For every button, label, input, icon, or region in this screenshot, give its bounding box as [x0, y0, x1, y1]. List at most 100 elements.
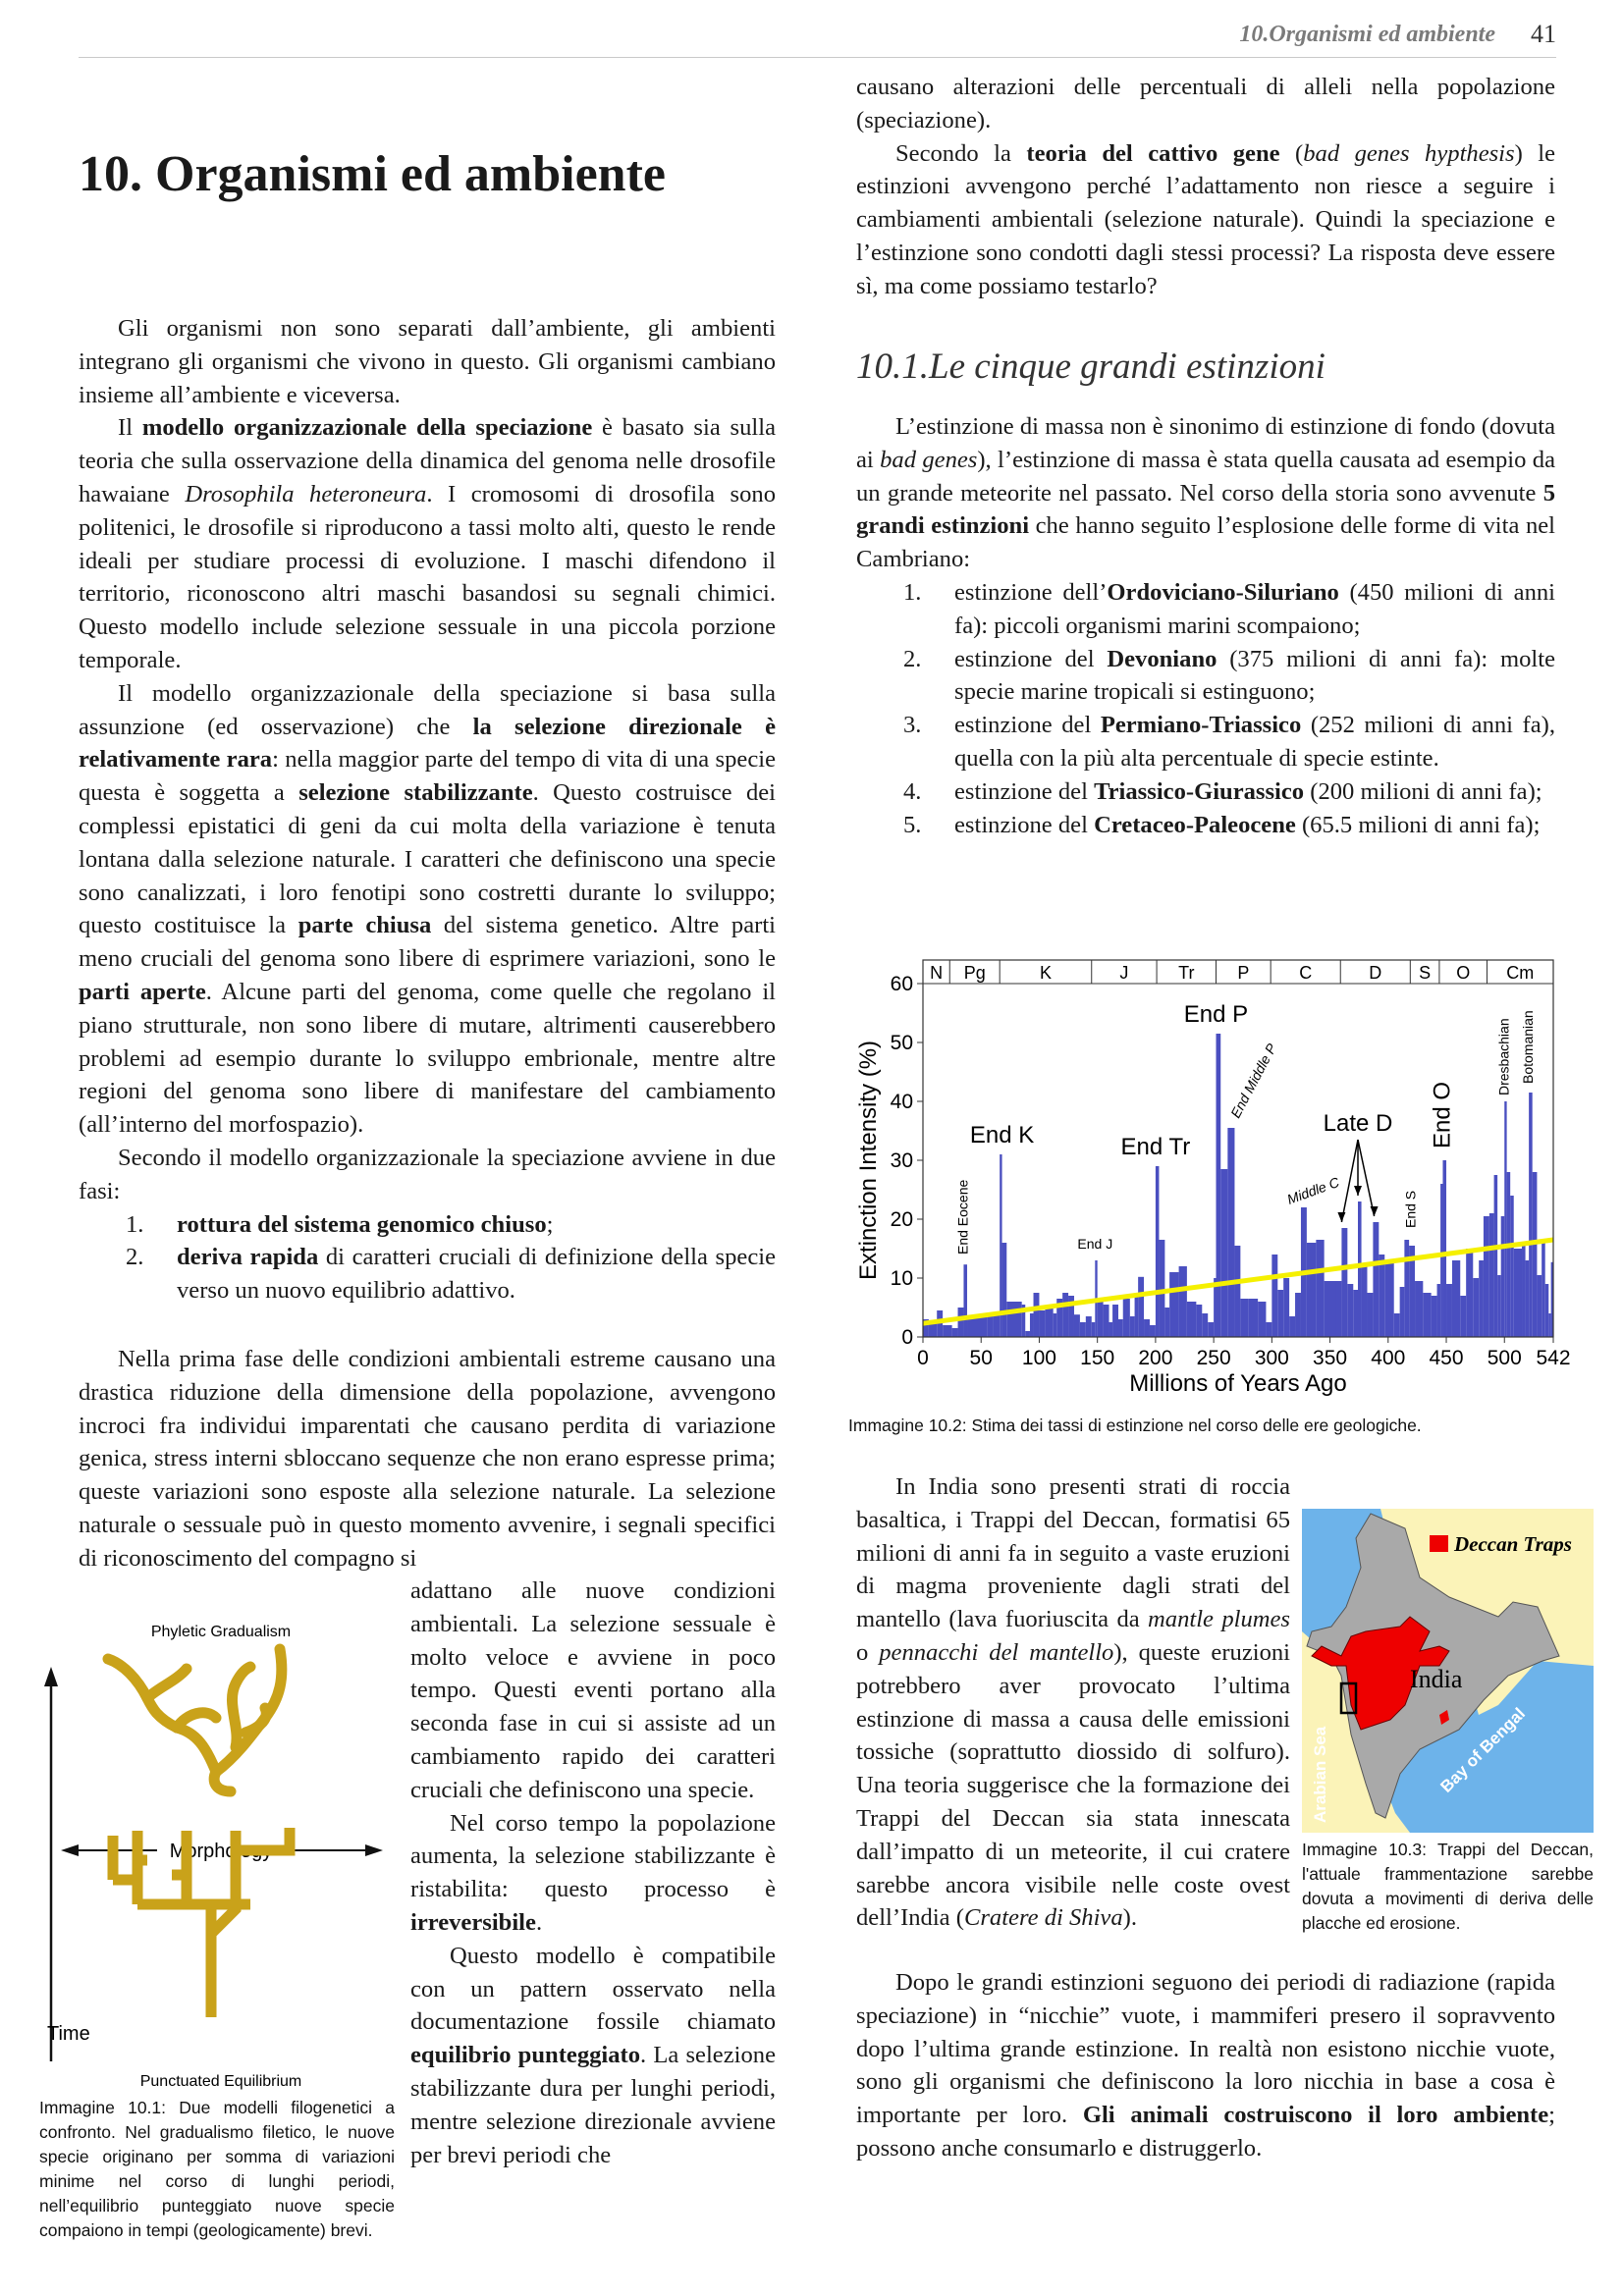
text-run: estinzione del — [954, 712, 1101, 739]
text-run: 5 grandi estinzioni — [856, 479, 1555, 540]
text-run: ), queste eruzioni potrebbero aver provo… — [856, 1638, 1290, 1932]
paragraph: adattano alle nuove condizioni ambiental… — [410, 1575, 776, 1807]
extinction-bar — [1234, 1246, 1241, 1337]
extinction-bar — [957, 1308, 964, 1337]
text-run: ( — [1279, 139, 1304, 167]
paragraph: L’estinzione di massa non è sinonimo di … — [856, 410, 1555, 576]
x-tick-label: 0 — [917, 1347, 929, 1369]
extinction-bar — [1025, 1331, 1030, 1337]
x-tick-label: 150 — [1080, 1347, 1114, 1369]
extinction-bar — [1149, 1325, 1156, 1337]
extinction-bar — [1091, 1322, 1096, 1337]
text-run: . I cromosomi di drosofila sono politeni… — [79, 480, 777, 673]
extinction-bar — [923, 1319, 929, 1337]
chart-annotation: Middle C — [1285, 1174, 1342, 1207]
text-run: teoria del cattivo gene — [1026, 139, 1280, 167]
extinction-bar — [1283, 1278, 1290, 1337]
extinction-bar — [1029, 1313, 1034, 1337]
text-run: Cretaceo-Paleocene — [1094, 811, 1296, 838]
extinction-bar — [1266, 1322, 1272, 1337]
figure-2-caption: Immagine 10.2: Stima dei tassi di estinz… — [848, 1415, 1422, 1435]
text-run: L’estinzione di massa non è sinonimo di … — [856, 413, 1555, 473]
text-run: modello organizzazionale della speciazio… — [141, 414, 593, 442]
y-axis-label: Extinction Intensity (%) — [855, 1041, 882, 1280]
arrow-down-icon — [1370, 1206, 1379, 1216]
text-run: Il — [118, 414, 142, 442]
period-label: D — [1369, 963, 1381, 983]
extinction-bar — [1045, 1308, 1054, 1337]
text-run: Questo modello è compatibile con un patt… — [410, 1942, 776, 2036]
text-run: estinzione del — [954, 777, 1095, 805]
extinction-bar — [1178, 1266, 1187, 1337]
extinction-bar — [1202, 1313, 1209, 1337]
extinction-bar — [1335, 1281, 1342, 1337]
list-number: 4. — [903, 777, 922, 805]
extinction-bar — [1493, 1175, 1498, 1337]
extinction-bar — [1436, 1284, 1441, 1337]
extinction-bar — [1216, 1034, 1221, 1337]
extinction-bar — [1399, 1287, 1405, 1337]
list-item: 4. estinzione del Triassico-Giurassico (2… — [856, 775, 1555, 809]
extinction-bar — [1277, 1290, 1284, 1337]
extinction-bar — [1358, 1201, 1362, 1337]
arrow-down-icon — [1337, 1212, 1346, 1222]
arabian-sea-label: Arabian Sea — [1311, 1726, 1329, 1823]
extinction-bar — [1451, 1260, 1461, 1337]
text-run: ; — [546, 1210, 554, 1238]
arrow-line — [1357, 1139, 1376, 1217]
extinction-bar — [1001, 1243, 1007, 1337]
trend-line — [922, 1237, 1554, 1326]
text-run: bad genes hypthesis — [1303, 139, 1515, 167]
chart-annotation: End Middle P — [1227, 1041, 1280, 1121]
x-tick-label: 300 — [1255, 1347, 1289, 1369]
extinction-bar — [967, 1316, 988, 1337]
text-run: Secondo il modello organizzazionale la s… — [79, 1144, 776, 1204]
extinction-bar — [1138, 1276, 1145, 1337]
extinction-bar — [943, 1325, 952, 1337]
legend-label: Deccan Traps — [1453, 1532, 1572, 1556]
extinction-bar — [1186, 1302, 1197, 1337]
chart-annotation: Botomanian — [1520, 1010, 1536, 1084]
extinction-bar — [1466, 1249, 1474, 1337]
text-run: estinzione dell’ — [954, 578, 1108, 606]
text-run: Nella prima fase delle condizioni ambien… — [79, 1346, 776, 1572]
text-run: Gli animali costruiscono il loro ambient… — [1082, 2102, 1549, 2129]
list-number: 2. — [903, 645, 922, 672]
extinction-bar — [1532, 1172, 1538, 1337]
extinction-bar — [1500, 1216, 1505, 1337]
paragraph: In India sono presenti strati di roccia … — [856, 1470, 1290, 1935]
extinction-bar — [1393, 1313, 1400, 1337]
extinction-bar — [963, 1264, 968, 1337]
period-label: Cm — [1506, 963, 1534, 983]
extinction-bar — [1006, 1302, 1022, 1337]
paragraph: Dopo le grandi estinzioni seguono dei pe… — [856, 1966, 1555, 2165]
left-column-narrow: adattano alle nuove condizioni ambiental… — [410, 1575, 776, 2171]
x-tick-label: 400 — [1371, 1347, 1405, 1369]
text-run: estinzione del — [954, 645, 1108, 672]
period-label: K — [1040, 963, 1052, 983]
extinction-bar — [1144, 1319, 1150, 1337]
text-run: Triassico-Giurassico — [1094, 777, 1305, 805]
extinction-bar — [937, 1310, 944, 1337]
text-run: Permiano-Triassico — [1100, 712, 1302, 739]
extinction-bar — [1271, 1255, 1278, 1337]
extinction-bar — [1039, 1310, 1046, 1337]
figure-3-caption: Immagine 10.3: Trappi del Deccan, l'attu… — [1302, 1840, 1594, 1933]
extinction-bar — [1361, 1263, 1368, 1337]
phyletic-gradualism-label: Phyletic Gradualism — [151, 1624, 291, 1640]
extinction-bar — [1316, 1240, 1325, 1337]
extinction-bar — [1409, 1246, 1416, 1337]
extinction-bar — [1440, 1184, 1443, 1337]
text-run: . Alcune parti del genoma, come quelle c… — [79, 978, 776, 1139]
x-tick-label: 542 — [1536, 1347, 1570, 1369]
text-run: equilibrio punteggiato — [410, 2042, 641, 2069]
y-tick-label: 10 — [891, 1267, 913, 1290]
list-number: 3. — [903, 712, 922, 739]
text-run: è basato sia sulla teoria che sulla osse… — [79, 414, 777, 507]
text-run: o — [856, 1638, 880, 1666]
x-tick-label: 450 — [1430, 1347, 1464, 1369]
text-run: . La selezione stabilizzante dura per lu… — [410, 2042, 776, 2168]
extinction-bar — [1164, 1308, 1170, 1337]
list-item: 5. estinzione del Cretaceo-Paleocene (65.… — [856, 809, 1555, 842]
extinction-bar — [1431, 1296, 1437, 1337]
